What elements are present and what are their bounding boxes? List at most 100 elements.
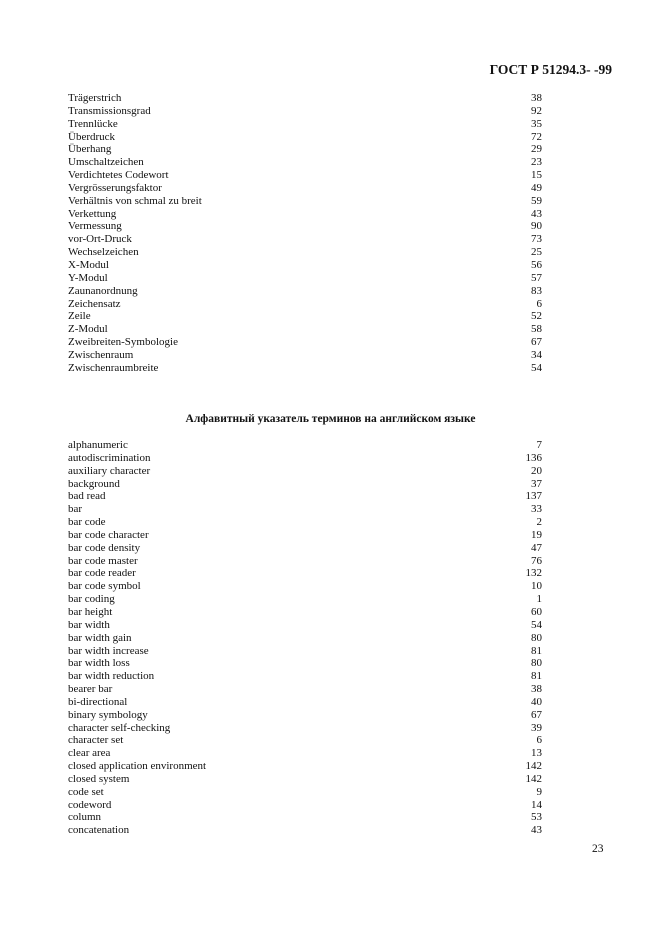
- index-reference-number: 54: [531, 618, 542, 631]
- index-entry: bar code symbol 10: [68, 580, 542, 593]
- index-term: Verdichtetes Codewort: [68, 169, 169, 182]
- index-term: Verhältnis von schmal zu breit: [68, 194, 202, 207]
- index-term: X-Modul: [68, 258, 109, 271]
- index-reference-number: 81: [531, 670, 542, 683]
- index-reference-number: 43: [531, 824, 542, 837]
- index-entry: code set 9: [68, 786, 542, 799]
- index-reference-number: 33: [531, 503, 542, 516]
- index-term: closed application environment: [68, 760, 207, 773]
- index-term: bar width: [68, 618, 110, 631]
- index-term: bar code density: [68, 541, 141, 554]
- index-entry: Zeichensatz 6: [68, 298, 542, 311]
- index-term: Vermessung: [68, 220, 122, 233]
- index-reference-number: 53: [531, 811, 542, 824]
- index-entry: bar code reader 132: [68, 567, 542, 580]
- index-term: Trennlücke: [68, 117, 118, 130]
- index-entry: bar width gain 80: [68, 632, 542, 645]
- index-reference-number: 58: [531, 323, 542, 336]
- index-term: bar code reader: [68, 567, 136, 580]
- index-term: Trägerstrich: [68, 92, 122, 104]
- index-term: bar code symbol: [68, 580, 141, 593]
- index-entry: Verhältnis von schmal zu breit 59: [68, 195, 542, 208]
- index-term: bar height: [68, 605, 113, 618]
- index-reference-number: 47: [531, 541, 542, 554]
- index-reference-number: 137: [525, 490, 543, 503]
- document-code-header: ГОСТ Р 51294.3- -99: [489, 62, 612, 77]
- index-entry: bar code master 76: [68, 555, 542, 568]
- index-entry: X-Modul 56: [68, 259, 542, 272]
- index-reference-number: 38: [531, 683, 542, 696]
- index-term: codeword: [68, 798, 112, 811]
- index-entry: background 37: [68, 478, 542, 491]
- index-reference-number: 80: [531, 631, 542, 644]
- index-term: Zeichensatz: [68, 297, 121, 310]
- index-term: Verkettung: [68, 207, 117, 220]
- index-term: Zweibreiten-Symbologie: [68, 336, 178, 349]
- index-reference-number: 25: [531, 246, 542, 259]
- index-entry: bad read 137: [68, 490, 542, 503]
- index-term: bar coding: [68, 593, 115, 606]
- index-term: bi-directional: [68, 695, 128, 708]
- english-term-index: alphanumeric 7 autodiscrimination 136 auxili…: [68, 439, 542, 837]
- index-reference-number: 136: [525, 451, 543, 464]
- index-entry: Vergrösserungsfaktor 49: [68, 182, 542, 195]
- index-entry: bar height 60: [68, 606, 542, 619]
- index-reference-number: 142: [525, 760, 543, 773]
- index-reference-number: 13: [531, 747, 542, 760]
- index-entry: concatenation 43: [68, 824, 542, 837]
- index-entry: character self-checking 39: [68, 722, 542, 735]
- index-reference-number: 59: [531, 194, 542, 207]
- index-term: bar width gain: [68, 631, 132, 644]
- index-entry: Verdichtetes Codewort 15: [68, 169, 542, 182]
- index-reference-number: 2: [536, 516, 543, 529]
- index-reference-number: 6: [536, 734, 543, 747]
- index-reference-number: 38: [531, 92, 542, 104]
- index-term: character set: [68, 734, 124, 747]
- index-term: Y-Modul: [68, 271, 108, 284]
- index-reference-number: 20: [531, 464, 542, 477]
- index-term: Umschaltzeichen: [68, 156, 144, 169]
- index-reference-number: 83: [531, 284, 542, 297]
- index-term: code set: [68, 785, 104, 798]
- index-entry: Zwischenraumbreite 54: [68, 362, 542, 375]
- index-reference-number: 23: [531, 156, 542, 169]
- index-entry: Y-Modul 57: [68, 272, 542, 285]
- index-term: autodiscrimination: [68, 451, 151, 464]
- index-entry: column 53: [68, 811, 542, 824]
- index-entry: Trägerstrich 38: [68, 92, 542, 105]
- index-reference-number: 6: [536, 297, 543, 310]
- index-reference-number: 60: [531, 605, 542, 618]
- index-entry: autodiscrimination 136: [68, 452, 542, 465]
- index-term: bar width reduction: [68, 670, 155, 683]
- index-reference-number: 10: [531, 580, 542, 593]
- index-reference-number: 43: [531, 207, 542, 220]
- index-entry: character set 6: [68, 734, 542, 747]
- index-term: Zwischenraumbreite: [68, 361, 159, 374]
- index-term: column: [68, 811, 101, 824]
- index-entry: bar coding 1: [68, 593, 542, 606]
- index-entry: Zwischenraum 34: [68, 349, 542, 362]
- index-term: bar code character: [68, 528, 149, 541]
- index-term: Z-Modul: [68, 323, 108, 336]
- index-term: Zwischenraum: [68, 348, 134, 361]
- index-entry: Verkettung 43: [68, 208, 542, 221]
- index-reference-number: 72: [531, 130, 542, 143]
- index-entry: Zeile 52: [68, 310, 542, 323]
- index-reference-number: 81: [531, 644, 542, 657]
- index-term: bar width loss: [68, 657, 130, 670]
- index-term: alphanumeric: [68, 439, 128, 451]
- german-term-index: Trägerstrich 38 Transmissionsgrad 92 Trennlü…: [68, 92, 542, 375]
- index-entry: closed system 142: [68, 773, 542, 786]
- english-index-heading: Алфавитный указатель терминов на английс…: [185, 413, 476, 425]
- index-term: bar width increase: [68, 644, 149, 657]
- index-reference-number: 35: [531, 117, 542, 130]
- index-reference-number: 49: [531, 181, 542, 194]
- index-term: bar code master: [68, 554, 138, 567]
- index-term: bar: [68, 503, 83, 516]
- index-term: bar code: [68, 516, 106, 529]
- index-entry: Überhang 29: [68, 143, 542, 156]
- index-term: auxiliary character: [68, 464, 151, 477]
- index-entry: Umschaltzeichen 23: [68, 156, 542, 169]
- index-entry: Zweibreiten-Symbologie 67: [68, 336, 542, 349]
- index-term: closed system: [68, 772, 130, 785]
